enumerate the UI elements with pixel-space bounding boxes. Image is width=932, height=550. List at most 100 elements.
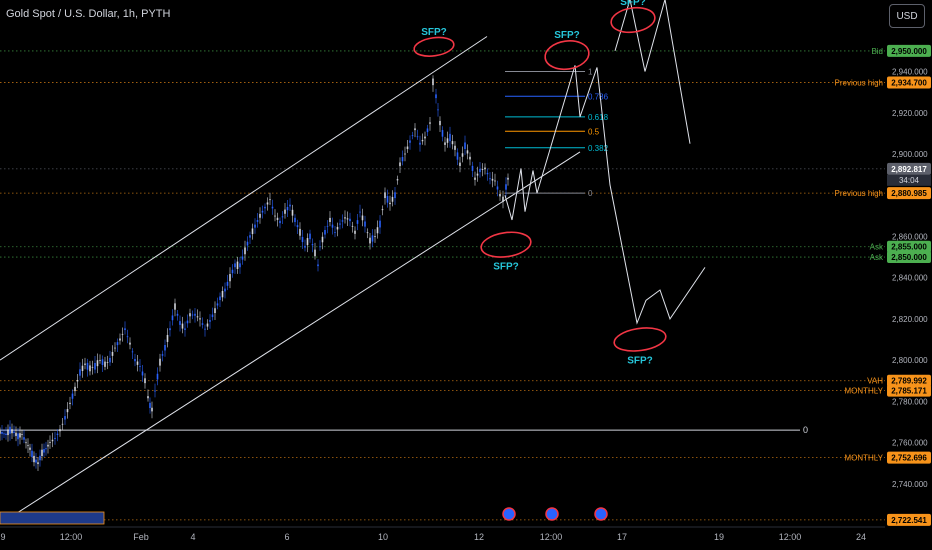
candle-body <box>481 169 484 170</box>
sfp-label-1: SFP? <box>554 30 580 41</box>
candle-body <box>259 213 261 218</box>
candle-body <box>294 217 296 223</box>
channel-upper-line <box>0 36 488 361</box>
candle-body <box>234 263 236 268</box>
level-badge-7 <box>887 384 931 397</box>
candle-body <box>131 351 134 353</box>
candle-body <box>406 146 409 150</box>
candle-body <box>0 430 1 434</box>
countdown-badge <box>887 174 931 186</box>
level-name-6: VAH <box>867 377 883 386</box>
candle-body <box>437 109 439 111</box>
candle-body <box>381 209 384 211</box>
sfp-circle-2 <box>610 6 656 34</box>
candle-body <box>35 459 37 463</box>
x-tick-label-7: 12:00 <box>540 532 563 542</box>
candle-body <box>454 145 456 150</box>
candles-group <box>0 75 509 472</box>
candle-body <box>384 192 386 199</box>
candle-body <box>119 338 121 341</box>
candle-body <box>349 218 351 222</box>
candle-body <box>19 433 21 438</box>
candle-body <box>206 323 209 327</box>
candle-body <box>136 361 139 365</box>
level-name-4: Ask <box>870 243 884 252</box>
candle-body <box>147 396 149 399</box>
candle-body <box>416 136 419 138</box>
candle-body <box>401 157 404 162</box>
candle-body <box>29 447 31 450</box>
candle-body <box>264 206 266 209</box>
fib-label-1: 0.786 <box>588 92 609 101</box>
candle-body <box>1 432 3 434</box>
candle-body <box>126 336 129 338</box>
candle-body <box>266 202 269 205</box>
candle-body <box>439 120 441 126</box>
x-tick-label-9: 19 <box>714 532 724 542</box>
candle-body <box>164 345 166 351</box>
candle-body <box>491 178 494 181</box>
candle-body <box>111 351 114 356</box>
level-badge-text-3: 2,880.985 <box>891 189 927 198</box>
candle-body <box>209 320 211 322</box>
candle-body <box>289 204 291 207</box>
x-tick-label-4: 6 <box>284 532 289 542</box>
symbol-title: Gold Spot / U.S. Dollar, 1h, PYTH <box>6 8 171 20</box>
level-name-5: Ask <box>870 253 884 262</box>
candle-body <box>71 393 74 399</box>
candle-body <box>96 360 99 367</box>
level-badge-text-1: 2,934.700 <box>891 78 927 87</box>
x-tick-label-10: 12:00 <box>779 532 802 542</box>
candle-body <box>33 455 35 463</box>
candle-body <box>39 455 41 461</box>
candle-body <box>507 177 509 180</box>
candle-body <box>161 354 164 356</box>
candle-body <box>351 225 354 227</box>
candle-body <box>301 236 304 243</box>
level-badge-text-5: 2,850.000 <box>891 253 927 262</box>
candle-body <box>49 442 51 443</box>
candle-body <box>134 358 136 362</box>
candle-body <box>311 244 314 246</box>
candle-body <box>444 142 446 145</box>
candle-body <box>23 437 25 440</box>
candle-body <box>54 437 56 439</box>
candle-body <box>426 128 429 133</box>
candle-body <box>189 313 191 317</box>
candle-body <box>249 235 251 238</box>
candle-body <box>474 177 476 180</box>
candle-body <box>502 196 504 202</box>
candle-body <box>386 195 389 203</box>
candle-body <box>141 371 144 376</box>
candle-body <box>324 230 326 235</box>
candle-body <box>241 256 244 260</box>
y-tick-label-2: 2,780.000 <box>892 397 928 406</box>
candle-body <box>446 138 449 143</box>
currency-selector[interactable]: USD <box>889 4 925 28</box>
candle-body <box>56 433 59 435</box>
candle-body <box>341 220 344 222</box>
candle-body <box>394 192 396 199</box>
candle-body <box>66 409 69 413</box>
event-flag-icon-0 <box>502 507 516 521</box>
sfp-label-2: SFP? <box>620 0 646 8</box>
y-tick-label-6: 2,860.000 <box>892 232 928 241</box>
candle-body <box>499 194 501 197</box>
candle-body <box>379 220 381 228</box>
candle-body <box>74 386 76 392</box>
candle-body <box>469 156 471 160</box>
level-badge-2 <box>887 162 931 175</box>
candle-body <box>451 141 454 145</box>
sfp-circle-0 <box>413 36 455 57</box>
candle-body <box>391 196 394 202</box>
level-badge-4 <box>887 240 931 253</box>
candle-body <box>489 178 491 180</box>
x-tick-label-8: 17 <box>617 532 627 542</box>
candle-body <box>41 449 43 457</box>
candle-body <box>104 361 106 367</box>
candle-body <box>479 168 481 173</box>
candle-body <box>106 362 109 363</box>
level-badge-8 <box>887 451 931 464</box>
candle-body <box>396 179 399 181</box>
